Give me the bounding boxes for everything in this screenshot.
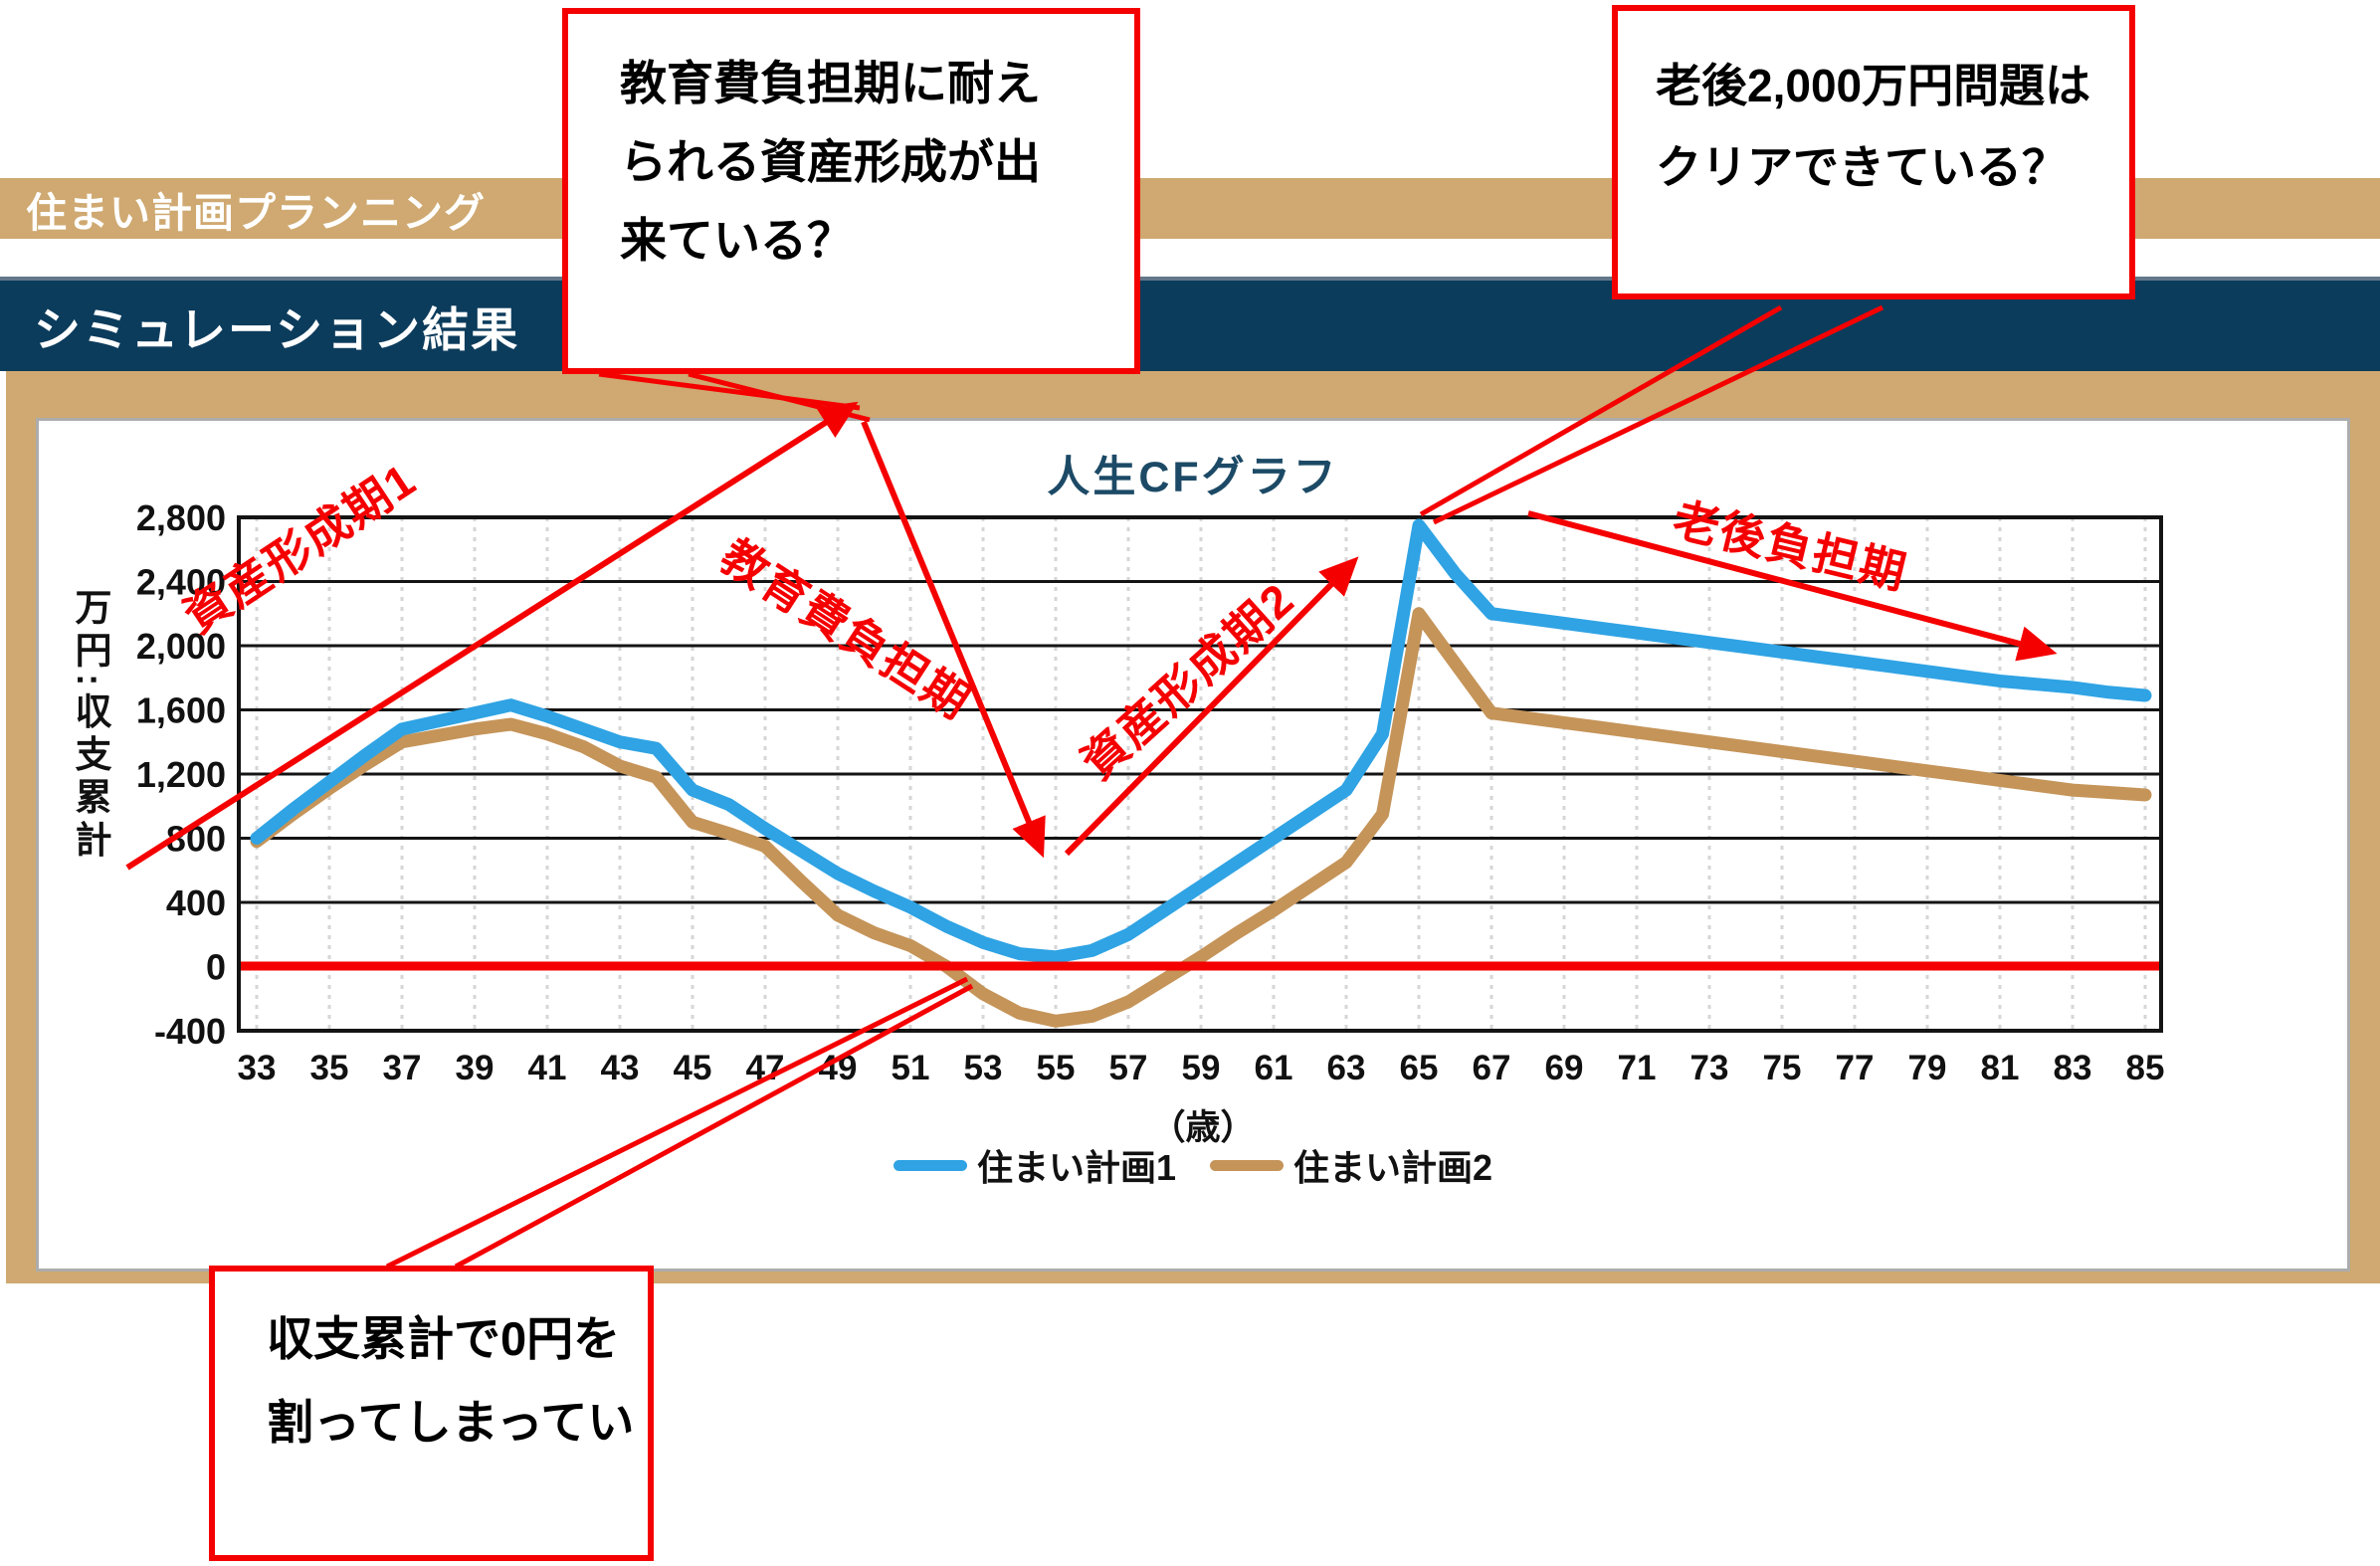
x-tick-label: 63: [1327, 1049, 1366, 1087]
y-tick-label: 1,600: [136, 690, 226, 731]
legend-item-plan2: 住まい計画2: [1210, 1139, 1492, 1191]
x-tick-label: 39: [456, 1049, 495, 1087]
y-tick-label: 800: [166, 819, 226, 860]
section-title-text: シミュレーション結果: [34, 303, 520, 356]
callout-line: 老後2,000万円問題は: [1656, 60, 2091, 111]
callout-line: 教育費負担期に耐え: [620, 57, 1041, 109]
callout-line: クリアできている？: [1656, 141, 2068, 193]
x-tick-label: 69: [1545, 1049, 1584, 1087]
plan-title-text: 住まい計画プランニング: [26, 189, 486, 236]
x-tick-label: 35: [310, 1049, 349, 1087]
x-tick-label: 37: [383, 1049, 422, 1087]
x-tick-label: 51: [892, 1049, 930, 1087]
x-tick-label: 83: [2054, 1049, 2092, 1087]
callout-below-zero: 収支累計で0円を 割ってしまってい: [209, 1266, 654, 1561]
x-tick-label: 33: [238, 1049, 277, 1087]
x-tick-label: 61: [1255, 1049, 1293, 1087]
x-tick-label: 71: [1618, 1049, 1657, 1087]
x-tick-label: 79: [1908, 1049, 1947, 1087]
callout-line: 来ている？: [620, 214, 854, 267]
x-tick-label: 47: [746, 1049, 785, 1087]
legend-item-plan1: 住まい計画1: [892, 1139, 1176, 1191]
legend-label-plan2: 住まい計画2: [1293, 1147, 1493, 1188]
plan1-line-swatch: [892, 1159, 967, 1171]
legend-label-plan1: 住まい計画1: [976, 1147, 1176, 1188]
plan2-line-swatch: [1210, 1159, 1284, 1171]
x-tick-label: 73: [1690, 1049, 1729, 1087]
y-tick-label: -400: [154, 1011, 226, 1052]
chart-title: 人生CFグラフ: [1047, 454, 1339, 501]
x-tick-label: 57: [1109, 1049, 1148, 1087]
x-tick-label: 77: [1836, 1049, 1875, 1087]
x-tick-label: 49: [819, 1049, 858, 1087]
x-tick-label: 81: [1981, 1049, 2020, 1087]
callout-education-cost: 教育費負担期に耐え られる資産形成が出 来ている？: [562, 8, 1140, 374]
x-tick-label: 75: [1763, 1049, 1802, 1087]
y-tick-label: 0: [206, 947, 226, 988]
x-tick-label: 55: [1037, 1049, 1076, 1087]
y-tick-label: 400: [166, 882, 226, 923]
callout-retirement-2000: 老後2,000万円問題は クリアできている？: [1612, 5, 2135, 299]
x-tick-label: 43: [601, 1049, 640, 1087]
x-tick-label: 65: [1400, 1049, 1439, 1087]
x-tick-label: 45: [674, 1049, 712, 1087]
x-tick-label: 85: [2126, 1049, 2165, 1087]
callout-line: 割ってしまってい: [267, 1396, 635, 1449]
x-tick-label: 41: [528, 1049, 567, 1087]
callout-line: られる資産形成が出: [620, 135, 1041, 188]
chart-legend: 住まい計画1 住まい計画2: [39, 1139, 2347, 1191]
x-tick-label: 53: [964, 1049, 1003, 1087]
chart-container: 人生CFグラフ 万円:収支累計 -400 0 400 800 1,200 1,600 2,0…: [36, 418, 2350, 1272]
y-tick-label: 1,200: [136, 754, 226, 795]
y-axis-title: 万円:収支累計: [70, 588, 110, 864]
x-axis-unit: （歳）: [1150, 1108, 1256, 1147]
x-tick-label: 59: [1182, 1049, 1221, 1087]
callout-line: 収支累計で0円を: [267, 1312, 621, 1365]
x-tick-label: 67: [1473, 1049, 1511, 1087]
y-tick-label: 2,800: [136, 497, 226, 538]
